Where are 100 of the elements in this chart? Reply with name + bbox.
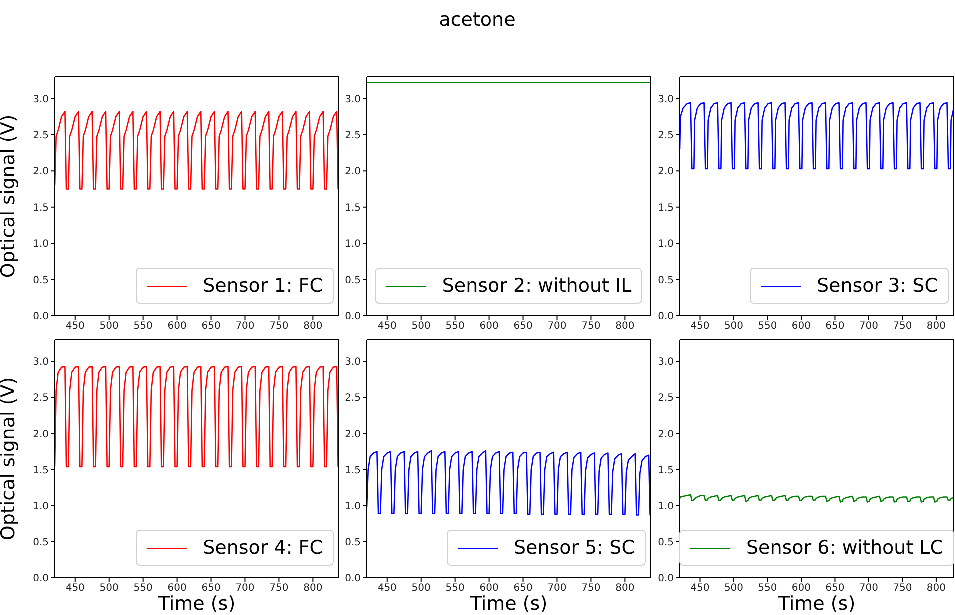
x-axis-title: Time (s) <box>777 593 856 615</box>
y-tick-label: 0.5 <box>33 537 49 548</box>
legend-label: Sensor 3: SC <box>816 275 938 297</box>
x-tick-label: 500 <box>412 321 431 332</box>
x-tick-label: 800 <box>304 321 323 332</box>
legend-label: Sensor 6: without LC <box>746 537 944 559</box>
x-tick-label: 550 <box>446 583 465 594</box>
y-tick-label: 3.0 <box>33 94 49 106</box>
x-tick-label: 500 <box>100 583 119 594</box>
x-tick-label: 500 <box>724 583 744 594</box>
x-tick-label: 650 <box>826 321 845 332</box>
x-tick-label: 700 <box>859 321 879 332</box>
x-tick-label: 750 <box>270 583 289 594</box>
x-tick-label: 750 <box>270 321 289 332</box>
y-tick-label: 2.5 <box>33 393 49 404</box>
legend-label: Sensor 5: SC <box>514 537 635 559</box>
y-tick-label: 1.5 <box>345 465 361 476</box>
x-tick-label: 550 <box>134 583 153 594</box>
x-tick-label: 750 <box>893 583 912 594</box>
legend-label: Sensor 2: without IL <box>442 275 632 297</box>
x-tick-label: 600 <box>792 583 812 594</box>
line-series <box>55 111 339 190</box>
x-tick-label: 800 <box>304 583 323 594</box>
y-tick-label: 2.0 <box>345 166 361 178</box>
y-tick-label: 0.5 <box>658 275 674 286</box>
x-tick-label: 800 <box>926 583 946 594</box>
x-tick-label: 750 <box>582 321 601 332</box>
y-tick-label: 2.0 <box>658 166 674 178</box>
y-tick-label: 2.0 <box>33 429 49 440</box>
y-tick-label: 1.5 <box>658 202 674 214</box>
y-tick-label: 1.5 <box>33 202 49 214</box>
y-tick-label: 3.0 <box>658 94 674 106</box>
x-axis-title: Time (s) <box>157 593 236 615</box>
y-tick-label: 0.5 <box>33 275 49 286</box>
line-series <box>367 450 651 516</box>
y-tick-label: 2.5 <box>33 130 49 142</box>
x-tick-label: 600 <box>792 321 812 332</box>
y-tick-label: 2.5 <box>345 393 361 404</box>
y-tick-label: 2.0 <box>658 429 674 440</box>
y-tick-label: 1.0 <box>33 239 49 250</box>
y-tick-label: 1.0 <box>658 501 674 512</box>
x-tick-label: 450 <box>66 321 85 332</box>
y-tick-label: 1.5 <box>33 465 49 476</box>
x-tick-label: 750 <box>893 321 912 332</box>
y-tick-label: 0.0 <box>345 574 361 585</box>
chart-title: acetone <box>438 9 517 31</box>
y-tick-label: 0.0 <box>33 574 49 585</box>
y-tick-label: 1.0 <box>345 239 361 250</box>
x-tick-label: 650 <box>514 583 533 594</box>
x-tick-label: 550 <box>446 321 465 332</box>
x-tick-label: 700 <box>236 321 255 332</box>
y-tick-label: 2.5 <box>658 393 674 404</box>
y-tick-label: 1.0 <box>33 501 49 512</box>
y-tick-label: 2.5 <box>658 130 674 142</box>
x-tick-label: 550 <box>134 321 153 332</box>
x-tick-label: 700 <box>236 583 255 594</box>
y-tick-label: 0.0 <box>33 312 49 323</box>
y-axis-title: Optical signal (V) <box>0 377 20 541</box>
x-axis-title: Time (s) <box>469 593 548 615</box>
y-tick-label: 0.0 <box>658 312 674 323</box>
x-tick-label: 700 <box>548 321 567 332</box>
y-tick-label: 1.5 <box>345 202 361 214</box>
x-tick-label: 650 <box>826 583 845 594</box>
x-tick-label: 800 <box>926 321 946 332</box>
x-tick-label: 700 <box>859 583 879 594</box>
y-tick-label: 0.0 <box>345 312 361 323</box>
y-tick-label: 0.0 <box>658 574 674 585</box>
y-tick-label: 3.0 <box>345 94 361 106</box>
x-tick-label: 500 <box>412 583 431 594</box>
x-tick-label: 500 <box>724 321 744 332</box>
x-tick-label: 550 <box>758 321 778 332</box>
y-tick-label: 0.5 <box>345 537 361 548</box>
x-tick-label: 650 <box>202 583 221 594</box>
y-tick-label: 1.0 <box>345 501 361 512</box>
x-tick-label: 650 <box>202 321 221 332</box>
x-tick-label: 700 <box>548 583 567 594</box>
legend-label: Sensor 1: FC <box>203 275 323 297</box>
y-tick-label: 2.0 <box>345 429 361 440</box>
y-tick-label: 1.5 <box>658 465 674 476</box>
x-tick-label: 600 <box>480 583 499 594</box>
x-tick-label: 450 <box>66 583 85 594</box>
x-tick-label: 600 <box>480 321 499 332</box>
x-tick-label: 450 <box>690 321 710 332</box>
x-tick-label: 550 <box>758 583 778 594</box>
y-tick-label: 2.0 <box>33 166 49 178</box>
y-tick-label: 0.5 <box>658 537 674 548</box>
x-tick-label: 450 <box>378 583 397 594</box>
y-tick-label: 3.0 <box>658 357 674 368</box>
x-tick-label: 800 <box>616 321 635 332</box>
line-series <box>55 366 339 468</box>
y-tick-label: 3.0 <box>33 357 49 368</box>
x-tick-label: 600 <box>168 321 187 332</box>
y-tick-label: 0.5 <box>345 275 361 286</box>
legend-label: Sensor 4: FC <box>203 537 323 559</box>
x-tick-label: 450 <box>690 583 710 594</box>
x-tick-label: 750 <box>582 583 601 594</box>
line-series <box>680 494 954 503</box>
line-series <box>680 102 954 170</box>
x-tick-label: 600 <box>168 583 187 594</box>
x-tick-label: 650 <box>514 321 533 332</box>
